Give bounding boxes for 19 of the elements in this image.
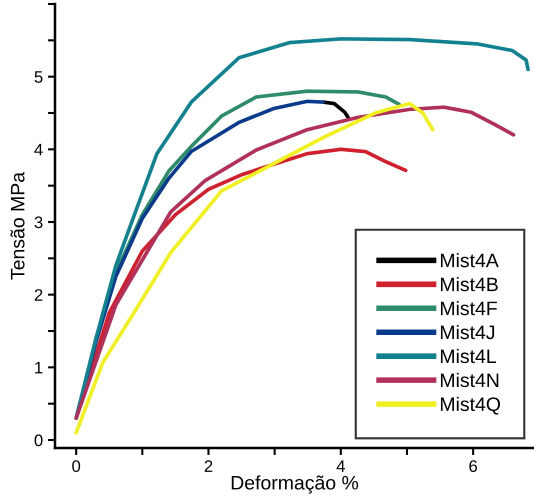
x-tick-label: 2 [204, 460, 212, 472]
legend-label: Mist4Q [440, 396, 500, 415]
y-tick-label: 3 [34, 216, 42, 228]
y-axis-title: Tensão MPa [10, 172, 25, 280]
y-tick-label: 5 [34, 71, 42, 83]
legend-label: Mist4L [440, 348, 496, 364]
x-tick-label: 0 [72, 460, 80, 472]
legend-label: Mist4B [440, 277, 498, 292]
legend-label: Mist4A [440, 253, 499, 268]
y-tick-label: 4 [34, 144, 43, 156]
y-tick-label: 1 [35, 362, 42, 374]
y-tick-label: 2 [34, 289, 42, 301]
x-axis-title: Deformação % [232, 475, 358, 494]
x-tick-label: 4 [336, 460, 345, 472]
legend-label: Mist4J [440, 324, 494, 340]
legend-label: Mist4F [440, 300, 497, 316]
legend-label: Mist4N [440, 372, 498, 388]
y-tick-label: 0 [34, 434, 43, 446]
x-tick-label: 6 [469, 460, 478, 472]
